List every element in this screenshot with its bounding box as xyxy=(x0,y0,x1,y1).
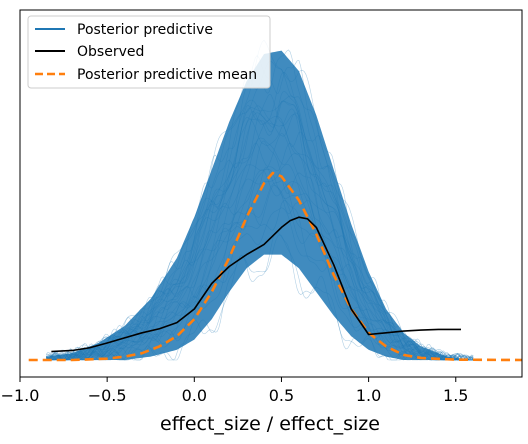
observed-group xyxy=(51,216,461,353)
x-tick-label: −1.0 xyxy=(1,386,40,405)
posterior-sample-line xyxy=(45,164,474,361)
x-tick-label: 0.0 xyxy=(182,386,207,405)
posterior-sample-line xyxy=(46,105,474,361)
posterior-sample-line xyxy=(46,100,474,361)
posterior-sample-line xyxy=(46,115,474,361)
posterior-sample-line xyxy=(46,184,474,361)
plot-frame xyxy=(19,9,523,378)
posterior-sample-line xyxy=(46,168,474,361)
posterior-sample-line xyxy=(46,207,474,361)
posterior-sample-line xyxy=(46,91,474,361)
posterior-sample-line xyxy=(46,234,474,361)
posterior-sample-line xyxy=(45,72,474,361)
x-tick-label: 0.5 xyxy=(269,386,294,405)
observed-line xyxy=(51,216,461,353)
posterior-sample-line xyxy=(46,180,474,361)
posterior-sample-line xyxy=(45,140,474,361)
posterior-sample-line xyxy=(45,166,474,361)
posterior-sample-line xyxy=(46,132,474,361)
posterior-sample-line xyxy=(45,169,474,361)
posterior-predictive-mean-group xyxy=(28,171,522,362)
legend-label-posterior-predictive: Posterior predictive xyxy=(77,22,213,38)
legend-label-posterior-predictive-mean: Posterior predictive mean xyxy=(77,67,257,83)
x-tick-label: 1.0 xyxy=(356,386,381,405)
posterior-sample-line xyxy=(45,137,474,361)
band-envelope xyxy=(46,50,474,360)
legend-box xyxy=(27,15,271,89)
x-axis-ticks: −1.0 −0.5 0.0 0.5 1.0 1.5 xyxy=(1,377,468,405)
x-axis-title: effect_size / effect_size xyxy=(160,413,380,435)
posterior-sample-line xyxy=(46,93,474,361)
posterior-predictive-mean-line xyxy=(28,171,522,362)
legend: Posterior predictive Observed Posterior … xyxy=(27,15,271,89)
posterior-sample-line xyxy=(46,142,474,361)
legend-label-observed: Observed xyxy=(77,44,144,60)
x-tick-label: 1.5 xyxy=(443,386,468,405)
posterior-sample-line xyxy=(45,95,474,361)
posterior-sample-line xyxy=(46,112,474,361)
x-tick-label: −0.5 xyxy=(88,386,127,405)
posterior-sample-line xyxy=(46,200,474,361)
